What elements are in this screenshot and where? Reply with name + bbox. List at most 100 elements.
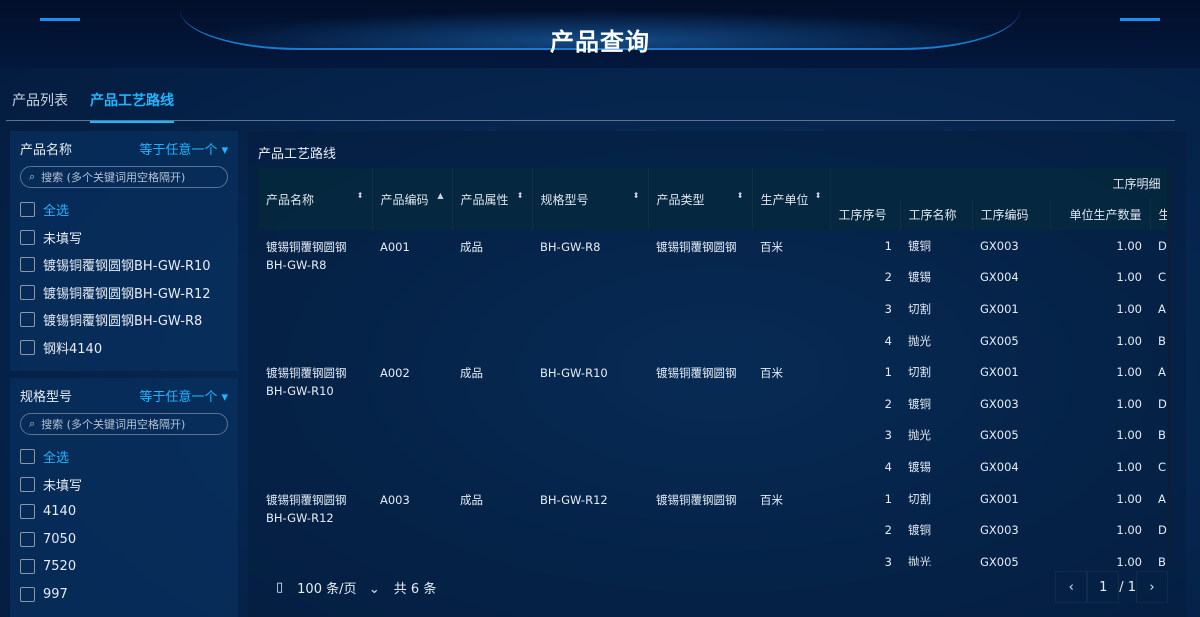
page-size-label: 100 条/页	[297, 582, 357, 597]
checkbox[interactable]	[20, 312, 35, 328]
filter-mode-label: 等于任意一个	[139, 143, 218, 158]
option-label: 4140	[43, 504, 77, 520]
sort-icon[interactable]: ⬍	[632, 190, 640, 200]
checkbox[interactable]	[20, 339, 35, 355]
sort-icon[interactable]: ⬍	[356, 190, 364, 200]
step-cell: 抛光	[908, 333, 931, 348]
column-settings-icon[interactable]: ▯	[276, 580, 284, 595]
checkbox[interactable]	[20, 284, 35, 300]
step-cell: D	[1158, 238, 1167, 253]
filter-search-input[interactable]: ⌕ 搜索 (多个关键词用空格隔开)	[20, 413, 228, 435]
column-header[interactable]: 产品名称 ⬍	[258, 168, 373, 230]
vertical-scrollbar[interactable]	[1167, 168, 1171, 566]
column-header[interactable]: 产品类型 ⬍	[648, 168, 753, 230]
cell-type: 镀锡铜覆钢圆钢	[656, 366, 737, 381]
step-cell: B	[1158, 333, 1166, 348]
step-cell: 1.00	[1116, 459, 1142, 474]
column-header[interactable]: 产品编码 ▲	[372, 168, 453, 230]
table-row[interactable]: 3 抛光 GX005 1.00 B	[258, 546, 1171, 566]
filter-option[interactable]: 4140	[20, 498, 228, 526]
filter-option[interactable]: 997	[20, 581, 228, 609]
header-line-right	[1120, 18, 1160, 21]
step-cell: 镀铜	[908, 523, 931, 538]
step-cell: 1.00	[1116, 554, 1142, 566]
cell-code: A002	[380, 366, 410, 381]
step-cell: 镀铜	[908, 396, 931, 411]
column-header[interactable]: 生产单位 ⬍	[752, 168, 831, 230]
table-row[interactable]: 2 镀锡 GX004 1.00 C	[258, 262, 1171, 294]
tab-bar: 产品列表 产品工艺路线	[12, 90, 174, 123]
step-cell: 1.00	[1116, 270, 1142, 285]
page-input[interactable]: 1	[1087, 571, 1120, 603]
cell-code: A003	[380, 492, 410, 507]
filter-option[interactable]: 镀锡铜覆钢圆钢BH-GW-R12	[20, 279, 228, 307]
table-row[interactable]: 镀锡铜覆钢圆钢BH-GW-R12 A003 成品 BH-GW-R12 镀锡铜覆钢圆钢 百米…	[258, 483, 1171, 525]
table-row[interactable]: 3 抛光 GX005 1.00 B	[258, 420, 1171, 452]
checkbox[interactable]	[20, 586, 35, 602]
checkbox[interactable]	[20, 531, 35, 547]
column-header[interactable]: 产品属性 ⬍	[452, 168, 533, 230]
table-row[interactable]: 镀锡铜覆钢圆钢BH-GW-R8 A001 成品 BH-GW-R8 镀锡铜覆钢圆钢 百米 1 镀…	[258, 230, 1171, 272]
filter-mode-dropdown[interactable]: 等于任意一个 ▾	[139, 139, 228, 158]
step-cell: B	[1158, 554, 1166, 566]
cell-name: 镀锡铜覆钢圆钢BH-GW-R10	[266, 366, 347, 399]
filter-mode-dropdown[interactable]: 等于任意一个 ▾	[139, 386, 228, 405]
table-row[interactable]: 3 切割 GX001 1.00 A	[258, 293, 1171, 325]
checkbox[interactable]	[20, 449, 35, 465]
sort-icon[interactable]: ⬍	[736, 190, 744, 200]
tab-product-list[interactable]: 产品列表	[12, 93, 68, 109]
sort-icon[interactable]: ⬍	[516, 190, 524, 200]
step-cell: GX003	[980, 396, 1019, 411]
column-title: 规格型号	[540, 192, 589, 207]
table-row[interactable]: 镀锡铜覆钢圆钢BH-GW-R10 A002 成品 BH-GW-R10 镀锡铜覆钢圆钢 百米…	[258, 356, 1171, 398]
step-cell: 镀铜	[908, 238, 931, 253]
step-cell: 1.00	[1116, 238, 1142, 253]
table-row[interactable]: 2 镀铜 GX003 1.00 D	[258, 388, 1171, 420]
prev-page-button[interactable]: ‹	[1055, 571, 1088, 603]
filter-option[interactable]: 未填写	[20, 471, 228, 499]
filter-option[interactable]: 7050	[20, 526, 228, 554]
checkbox[interactable]	[20, 202, 35, 218]
filter-option[interactable]: 镀锡铜覆钢圆钢BH-GW-R8	[20, 306, 228, 334]
step-cell: 1	[884, 238, 892, 253]
checkbox[interactable]	[20, 559, 35, 575]
step-cell: GX005	[980, 333, 1019, 348]
checkbox[interactable]	[20, 476, 35, 492]
next-page-button[interactable]: ›	[1136, 571, 1168, 603]
step-cell: 3	[884, 554, 892, 566]
checkbox[interactable]	[20, 504, 35, 520]
option-label: 全选	[43, 204, 70, 220]
cell-type: 镀锡铜覆钢圆钢	[656, 492, 737, 507]
filter-mode-label: 等于任意一个	[139, 390, 218, 405]
page-size-select[interactable]: 100 条/页 ⌄	[297, 578, 380, 597]
checkbox[interactable]	[20, 257, 35, 273]
step-cell: D	[1158, 523, 1167, 538]
step-cell: GX001	[980, 491, 1019, 506]
sort-icon[interactable]: ⬍	[814, 190, 822, 200]
caret-down-icon: ▾	[221, 390, 228, 405]
cell-unit: 百米	[760, 492, 783, 507]
table-row[interactable]: 4 镀锡 GX004 1.00 C	[258, 451, 1171, 483]
filter-search-input[interactable]: ⌕ 搜索 (多个关键词用空格隔开)	[20, 166, 228, 188]
option-label: 未填写	[43, 478, 83, 494]
option-label: 钢料4140	[43, 341, 103, 357]
sub-column-header: 工序编码	[972, 199, 1051, 230]
filter-option[interactable]: 全选	[20, 443, 228, 471]
cell-attr: 成品	[460, 492, 483, 507]
column-title: 产品属性	[460, 192, 509, 207]
filter-option[interactable]: 全选	[20, 196, 228, 224]
filter-option[interactable]: 镀锡铜覆钢圆钢BH-GW-R10	[20, 251, 228, 279]
table-row[interactable]: 4 抛光 GX005 1.00 B	[258, 325, 1171, 357]
filter-option[interactable]: 未填写	[20, 224, 228, 252]
checkbox[interactable]	[20, 229, 35, 245]
filter-option[interactable]: 7520	[20, 553, 228, 581]
sort-asc-icon[interactable]: ▲	[437, 190, 444, 200]
tab-divider	[6, 120, 1175, 121]
tab-product-routing[interactable]: 产品工艺路线	[90, 90, 174, 123]
cell-name: 镀锡铜覆钢圆钢BH-GW-R12	[266, 492, 347, 525]
filter-option[interactable]: 钢料4140	[20, 334, 228, 362]
option-label: 镀锡铜覆钢圆钢BH-GW-R10	[43, 259, 211, 275]
column-header[interactable]: 规格型号 ⬍	[532, 168, 649, 230]
filter-panel: 产品名称 等于任意一个 ▾ ⌕ 搜索 (多个关键词用空格隔开) 全选 未填写 镀锡铜覆钢…	[10, 131, 238, 371]
table-row[interactable]: 2 镀铜 GX003 1.00 D	[258, 514, 1171, 546]
